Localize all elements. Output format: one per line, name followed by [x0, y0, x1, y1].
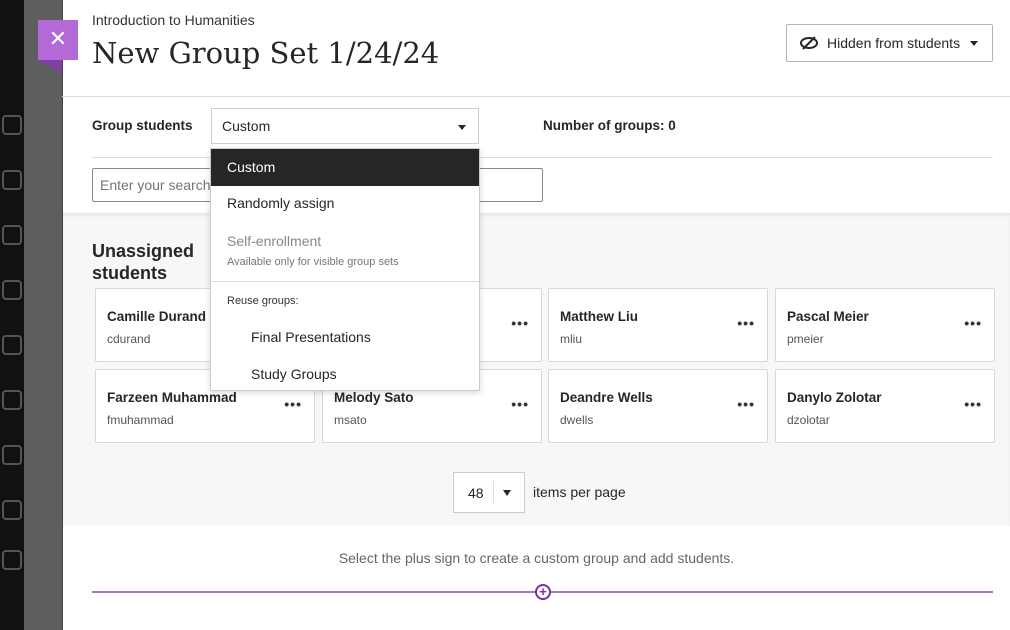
unassigned-heading: Unassigned students [92, 241, 195, 283]
student-username: pmeier [787, 332, 824, 346]
page-title: New Group Set 1/24/24 [92, 36, 440, 70]
self-enrollment-note: Available only for visible group sets [227, 256, 399, 268]
divider [62, 96, 1010, 97]
visibility-label: Hidden from students [827, 35, 961, 51]
divider [493, 481, 494, 503]
student-card[interactable]: Farzeen Muhammad fmuhammad ••• [95, 369, 315, 443]
more-options-icon[interactable]: ••• [511, 315, 529, 331]
messages-icon [2, 390, 22, 410]
student-name: Danylo Zolotar [787, 390, 882, 405]
group-students-select[interactable]: Custom [211, 108, 479, 144]
student-username: dzolotar [787, 413, 830, 427]
student-name: Pascal Meier [787, 309, 869, 324]
student-username: dwells [560, 413, 594, 427]
user-icon [2, 550, 22, 570]
student-username: msato [334, 413, 367, 427]
student-name: Melody Sato [334, 390, 414, 405]
divider [92, 157, 993, 158]
more-options-icon[interactable]: ••• [964, 315, 982, 331]
course-name: Introduction to Humanities [92, 12, 255, 28]
reuse-groups-label: Reuse groups: [227, 295, 299, 307]
institution-icon [2, 115, 22, 135]
menu-item-randomly-assign[interactable]: Randomly assign [227, 195, 335, 211]
close-icon: ✕ [48, 26, 68, 51]
more-options-icon[interactable]: ••• [964, 396, 982, 412]
visibility-button[interactable]: Hidden from students [786, 24, 993, 62]
more-options-icon[interactable]: ••• [737, 315, 755, 331]
chevron-down-icon [503, 490, 511, 496]
items-per-page-value: 48 [468, 485, 484, 501]
group-students-value: Custom [222, 118, 271, 134]
courses-icon [2, 280, 22, 300]
divider [211, 281, 479, 282]
student-card[interactable]: Pascal Meier pmeier ••• [775, 288, 995, 362]
chevron-down-icon [970, 40, 979, 46]
tools-icon [2, 500, 22, 520]
menu-item-self-enrollment: Self-enrollment [227, 233, 322, 249]
eye-slash-icon [800, 36, 818, 50]
more-options-icon[interactable]: ••• [511, 396, 529, 412]
student-card[interactable]: Deandre Wells dwells ••• [548, 369, 768, 443]
close-button[interactable]: ✕ [38, 20, 78, 60]
menu-item-study-groups[interactable]: Study Groups [251, 366, 337, 382]
group-students-label: Group students [92, 118, 193, 133]
items-per-page-select[interactable]: 48 [453, 472, 525, 513]
calendar-icon [2, 335, 22, 355]
group-students-menu: Custom Randomly assign Self-enrollment A… [210, 148, 480, 391]
student-name: Deandre Wells [560, 390, 653, 405]
student-name: Matthew Liu [560, 309, 638, 324]
student-username: cdurand [107, 332, 151, 346]
menu-item-final-presentations[interactable]: Final Presentations [251, 329, 371, 345]
items-per-page-label: items per page [533, 484, 626, 500]
student-card[interactable]: Danylo Zolotar dzolotar ••• [775, 369, 995, 443]
chevron-down-icon [458, 125, 466, 130]
number-of-groups: Number of groups: 0 [543, 118, 676, 133]
profile-icon [2, 170, 22, 190]
student-username: mliu [560, 332, 583, 346]
student-name: Farzeen Muhammad [107, 390, 237, 405]
plus-icon: + [539, 584, 547, 599]
student-username: fmuhammad [107, 413, 174, 427]
student-name: Camille Durand [107, 309, 207, 324]
more-options-icon[interactable]: ••• [284, 396, 302, 412]
globe-icon [2, 225, 22, 245]
add-group-button[interactable]: + [535, 584, 551, 600]
create-group-hint: Select the plus sign to create a custom … [338, 550, 735, 566]
more-options-icon[interactable]: ••• [737, 396, 755, 412]
student-card[interactable]: Matthew Liu mliu ••• [548, 288, 768, 362]
menu-item-custom[interactable]: Custom [211, 149, 479, 186]
background-page [24, 0, 64, 630]
close-button-fold [38, 60, 62, 74]
grades-icon [2, 445, 22, 465]
background-nav [0, 0, 24, 630]
